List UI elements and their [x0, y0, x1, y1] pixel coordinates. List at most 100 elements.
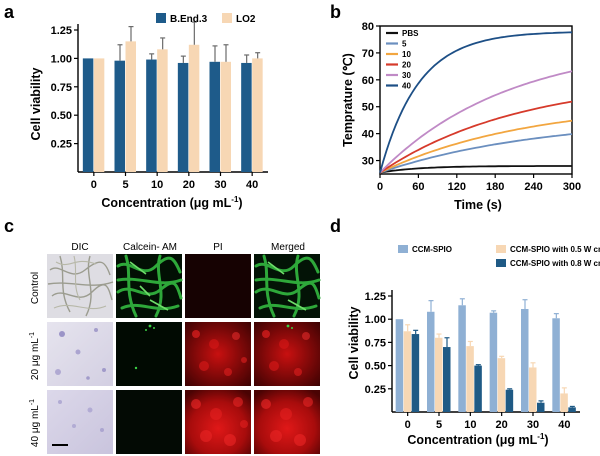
micrograph-20-pi — [185, 322, 251, 386]
y-tick-label: 80 — [362, 21, 374, 33]
x-tick-label: 10 — [464, 419, 476, 431]
bar — [395, 319, 404, 412]
bar — [427, 311, 435, 412]
panel-a-x-axis-title: Concentration (μg mL-1) — [101, 195, 242, 210]
bar — [537, 402, 545, 412]
panel-a-chart: 0.25 0.50 0.75 1.00 1.25 0 5 10 20 30 40 B.End.3 LO… — [29, 13, 268, 210]
bar — [521, 308, 529, 412]
micrograph-control-dic — [47, 254, 114, 318]
panel-d-y-axis-title: Cell viability — [347, 306, 361, 379]
bar — [403, 331, 412, 412]
x-tick-label: 0 — [91, 179, 97, 191]
y-tick-label: 1.00 — [365, 314, 386, 326]
bar — [157, 49, 168, 173]
micrograph-col-calcein: Calcein- AM — [123, 242, 177, 253]
micrograph-20-dic — [47, 322, 113, 386]
bar — [146, 59, 157, 173]
y-tick-label: 30 — [362, 156, 374, 168]
panel-letter-c: c — [4, 216, 14, 236]
x-tick-label: 180 — [486, 181, 504, 193]
bar — [443, 347, 451, 412]
micrograph-20-calcein — [116, 322, 182, 386]
micrograph-col-dic: DIC — [71, 242, 88, 253]
panel-d-axes: 0.25 0.50 0.75 1.00 1.25 0 5 10 20 30 40 — [365, 290, 580, 431]
micrograph-20-merged — [254, 322, 320, 386]
micrograph-40-dic — [47, 390, 113, 454]
panel-d-x-axis-title: Concentration (μg mL-1) — [407, 432, 548, 447]
y-tick-label: 1.25 — [51, 25, 72, 37]
micrograph-col-pi: PI — [213, 242, 222, 253]
panel-c-micrographs: DIC Calcein- AM PI Merged Control 20 μg … — [29, 242, 321, 454]
micrograph-row-20: 20 μg mL-1 — [29, 332, 41, 380]
x-tick-label: 60 — [412, 181, 424, 193]
bar — [241, 62, 252, 172]
bar — [497, 358, 506, 412]
panel-b-x-axis-title: Time (s) — [454, 198, 502, 212]
y-tick-label: 0.75 — [51, 82, 72, 94]
bar — [188, 44, 200, 172]
bar — [220, 61, 231, 172]
legend-label: CCM-SPIO with 0.5 W cm-2 — [510, 245, 600, 254]
x-tick-label: 30 — [214, 179, 226, 191]
y-tick-label: 70 — [362, 48, 374, 60]
legend-label: 5 — [402, 40, 407, 49]
micrograph-control-calcein — [116, 254, 183, 318]
series-line — [379, 70, 573, 174]
legend-swatch — [496, 245, 506, 253]
x-tick-label: 20 — [496, 419, 508, 431]
legend-label-lo2: LO2 — [236, 14, 256, 25]
y-tick-label: 50 — [362, 102, 374, 114]
x-tick-label: 20 — [183, 179, 195, 191]
y-tick-label: 1.25 — [365, 291, 386, 303]
micrograph-40-calcein — [116, 390, 182, 454]
bar — [93, 58, 105, 172]
panel-a-axes: 0.25 0.50 0.75 1.00 1.25 0 5 10 20 30 40 — [51, 24, 268, 191]
legend-swatch — [496, 259, 506, 267]
y-tick-label: 0.50 — [51, 110, 72, 122]
panel-d-bars — [395, 298, 576, 412]
micrograph-40-pi — [185, 390, 251, 454]
series-line — [379, 165, 572, 174]
legend-swatch-b-end3 — [156, 13, 166, 23]
panel-a-bars — [82, 21, 263, 173]
bar — [177, 62, 189, 172]
y-tick-label: 60 — [362, 75, 374, 87]
x-tick-label: 5 — [122, 179, 128, 191]
panel-a-legend: B.End.3 LO2 — [156, 13, 256, 25]
x-tick-label: 40 — [558, 419, 570, 431]
x-tick-label: 120 — [448, 181, 466, 193]
scale-bar — [52, 444, 68, 446]
y-tick-label: 1.00 — [51, 53, 72, 65]
panel-b-axes: 30 40 50 60 70 80 0 60 120 180 240 300 — [362, 21, 581, 193]
y-tick-label: 0.50 — [365, 361, 386, 373]
bar — [505, 389, 514, 412]
panel-letter-b: b — [330, 2, 341, 22]
panel-b-y-axis-title: Temprature (℃) — [341, 53, 355, 147]
legend-label: 30 — [402, 71, 411, 80]
panel-d-legend: CCM-SPIO CCM-SPIO with 0.5 W cm-2 CCM-SPIO… — [398, 245, 600, 268]
legend-label: PBS — [402, 29, 419, 38]
bar — [411, 334, 420, 412]
micrograph-control-merged — [254, 254, 321, 318]
bar — [489, 312, 498, 412]
x-tick-label: 0 — [405, 419, 411, 431]
y-tick-label: 0.75 — [365, 337, 386, 349]
panel-b-lines — [379, 31, 573, 174]
bar — [458, 305, 466, 412]
bar — [466, 346, 474, 412]
bar — [435, 337, 443, 412]
bar — [560, 393, 568, 412]
panel-letter-d: d — [330, 216, 341, 236]
plot-frame — [379, 25, 573, 175]
panel-d-chart: 0.250.500.751.001.250 5 10 20 30 40 CCM-SPIO C… — [347, 245, 600, 447]
legend-swatch-lo2 — [222, 13, 232, 23]
x-tick-label: 0 — [377, 181, 383, 193]
series-line — [379, 31, 573, 173]
bar — [209, 61, 220, 172]
legend-label: 20 — [402, 61, 411, 70]
x-tick-label: 30 — [527, 419, 539, 431]
bar — [114, 60, 125, 173]
